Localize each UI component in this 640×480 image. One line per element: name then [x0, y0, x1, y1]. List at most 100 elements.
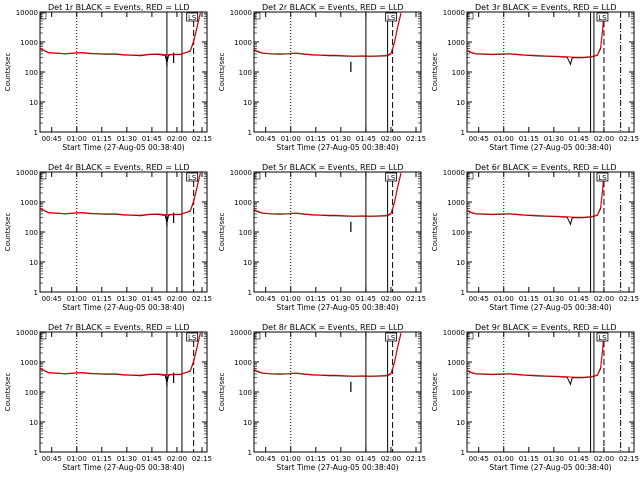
panel-title: Det 2r BLACK = Events, RED = LLD [262, 3, 404, 12]
chart-panel-1: Det 1r BLACK = Events, RED = LLD 1 10 100 10… [4, 3, 212, 152]
y-tick-label: 10000 [230, 9, 252, 17]
y-tick-label: 10000 [16, 9, 38, 17]
y-tick-label: 1000 [20, 39, 38, 47]
events-series-line [39, 173, 201, 224]
y-tick-label: 10 [29, 419, 38, 427]
ls-tag-box [596, 172, 609, 182]
events-series-line [39, 13, 201, 64]
y-tick-label: 10 [243, 419, 252, 427]
panel-title: Det 7r BLACK = Events, RED = LLD [48, 323, 190, 332]
x-tick-label: 02:15 [406, 295, 426, 303]
x-tick-label: 00:45 [256, 135, 276, 143]
x-tick-label: 01:30 [331, 455, 351, 463]
corner-marker [254, 12, 261, 20]
x-tick-label: 01:30 [331, 295, 351, 303]
y-tick-label: 1000 [234, 199, 252, 207]
x-tick-label: 01:15 [306, 295, 326, 303]
lld-series-line [466, 14, 605, 58]
x-tick-label: 00:45 [469, 135, 489, 143]
panel-title: Det 5r BLACK = Events, RED = LLD [262, 163, 404, 172]
corner-marker [254, 172, 261, 180]
ls-tag-label: LS [387, 334, 396, 342]
panel-title: Det 8r BLACK = Events, RED = LLD [262, 323, 404, 332]
x-axis-label: Start Time (27-Aug-05 00:38:40) [276, 303, 398, 312]
lld-series-line [253, 332, 402, 377]
y-tick-label: 10 [243, 259, 252, 267]
x-tick-label: 01:00 [67, 455, 87, 463]
lld-series-line [466, 174, 605, 218]
chart-panel-8: Det 8r BLACK = Events, RED = LLD 1 10 100 10… [218, 323, 426, 472]
x-tick-label: 01:00 [281, 455, 301, 463]
x-tick-label: 02:15 [406, 135, 426, 143]
corner-marker [467, 12, 474, 20]
ls-tag-box [385, 332, 398, 342]
x-tick-label: 01:00 [281, 295, 301, 303]
x-tick-label: 00:45 [42, 135, 62, 143]
y-tick-label: 1000 [234, 359, 252, 367]
x-tick-label: 01:45 [356, 455, 376, 463]
y-axis-label: Counts/sec [431, 53, 439, 92]
y-tick-label: 10 [243, 99, 252, 107]
y-tick-label: 10 [29, 99, 38, 107]
corner-marker [40, 172, 47, 180]
ls-tag-label: LS [387, 174, 396, 182]
y-axis-label: Counts/sec [4, 213, 12, 252]
x-tick-label: 02:15 [619, 295, 639, 303]
x-tick-label: 02:00 [167, 455, 187, 463]
x-tick-label: 01:15 [519, 135, 539, 143]
x-axis-label: Start Time (27-Aug-05 00:38:40) [276, 143, 398, 152]
x-tick-label: 01:45 [569, 455, 589, 463]
y-tick-label: 1 [34, 449, 38, 457]
x-tick-label: 01:45 [569, 295, 589, 303]
y-tick-label: 100 [25, 389, 38, 397]
x-tick-label: 02:00 [381, 295, 401, 303]
x-tick-label: 01:00 [494, 135, 514, 143]
y-tick-label: 100 [452, 389, 465, 397]
x-tick-label: 02:00 [594, 135, 614, 143]
x-tick-label: 01:30 [117, 295, 137, 303]
y-tick-label: 10000 [443, 169, 465, 177]
y-tick-label: 1 [461, 129, 465, 137]
x-tick-label: 01:45 [356, 295, 376, 303]
x-tick-label: 01:45 [356, 135, 376, 143]
y-tick-label: 10 [456, 259, 465, 267]
y-tick-label: 1 [248, 289, 252, 297]
y-tick-label: 1 [34, 289, 38, 297]
y-tick-label: 1000 [20, 359, 38, 367]
y-axis-label: Counts/sec [431, 373, 439, 412]
y-tick-label: 10 [456, 99, 465, 107]
panel-title: Det 3r BLACK = Events, RED = LLD [475, 3, 617, 12]
y-tick-label: 10000 [230, 329, 252, 337]
events-series-line [253, 173, 402, 217]
corner-marker [40, 332, 47, 340]
lld-series-line [39, 332, 201, 376]
y-tick-label: 100 [25, 229, 38, 237]
x-tick-label: 01:00 [494, 295, 514, 303]
y-axis-label: Counts/sec [218, 213, 226, 252]
x-tick-label: 01:15 [306, 135, 326, 143]
corner-marker [254, 332, 261, 340]
chart-panel-3: Det 3r BLACK = Events, RED = LLD 1 10 100 10… [431, 3, 639, 152]
ls-tag-box [596, 12, 609, 22]
ls-tag-box [186, 172, 199, 182]
x-tick-label: 02:15 [619, 135, 639, 143]
y-axis-label: Counts/sec [431, 213, 439, 252]
x-tick-label: 01:45 [142, 455, 162, 463]
x-tick-label: 02:00 [594, 295, 614, 303]
x-tick-label: 01:15 [92, 135, 112, 143]
y-axis-label: Counts/sec [4, 53, 12, 92]
plot-frame [466, 331, 635, 453]
chart-panel-2: Det 2r BLACK = Events, RED = LLD 1 10 100 10… [218, 3, 426, 152]
x-axis-label: Start Time (27-Aug-05 00:38:40) [62, 143, 184, 152]
x-tick-label: 01:00 [494, 455, 514, 463]
panel-title: Det 9r BLACK = Events, RED = LLD [475, 323, 617, 332]
y-tick-label: 1 [461, 449, 465, 457]
x-tick-label: 01:30 [331, 135, 351, 143]
ls-tag-label: LS [598, 14, 607, 22]
x-tick-label: 01:45 [142, 135, 162, 143]
x-tick-label: 01:30 [544, 455, 564, 463]
x-tick-label: 01:15 [519, 455, 539, 463]
plot-frame [253, 331, 422, 453]
ls-tag-label: LS [387, 14, 396, 22]
plot-frame [466, 11, 635, 133]
